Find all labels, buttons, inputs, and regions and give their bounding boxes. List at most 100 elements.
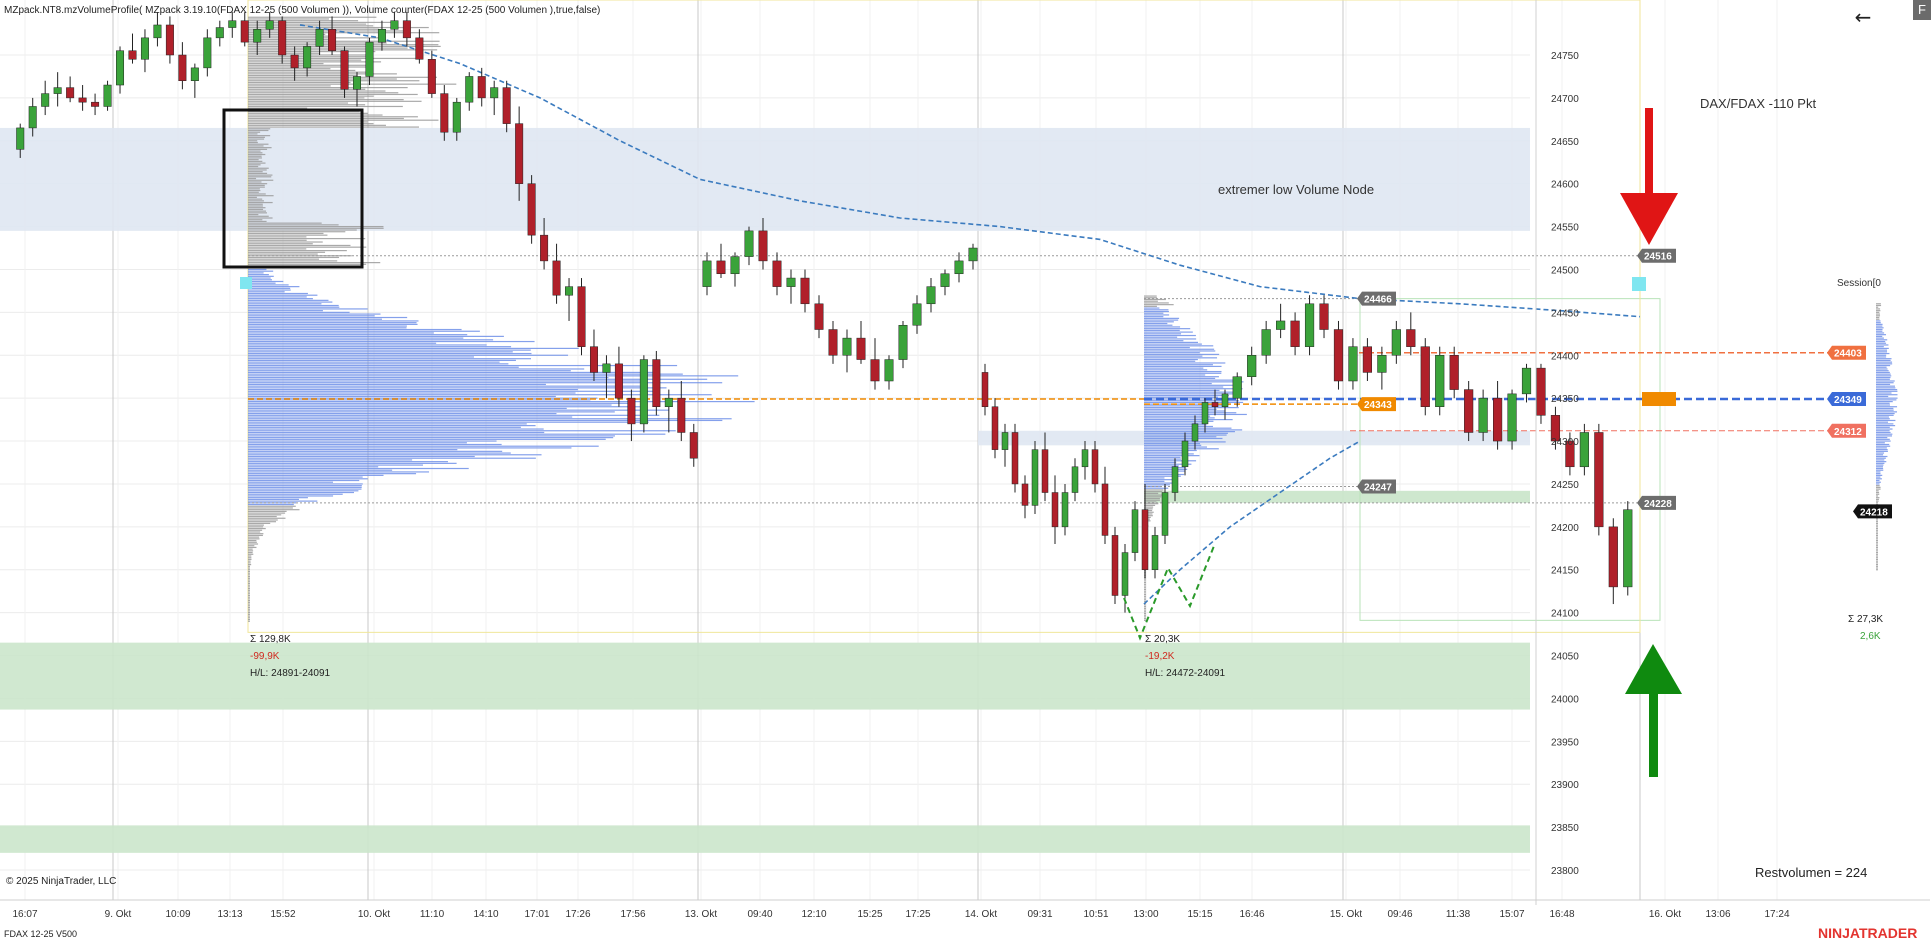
candle-body [1304,303,1315,347]
zone-note: extremer low Volume Node [1218,182,1374,197]
profile-row [248,347,579,349]
profile-row [1144,497,1160,500]
profile-row [248,294,318,296]
profile-row [1144,456,1181,458]
profile-row [248,186,265,188]
profile-row [248,574,250,576]
instrument-label: FDAX 12-25 V500 [4,929,77,939]
profile-row [248,449,458,451]
candle-body [1091,449,1099,485]
y-tick-label: 24350 [1551,394,1579,405]
candle-body [926,286,936,305]
profile-row [1876,495,1879,497]
profile-row [248,165,259,168]
profile-row [1144,370,1222,373]
profile-row [248,99,404,101]
profile-row [1144,415,1211,417]
profile-row [1876,400,1893,403]
profile-row [248,395,556,398]
profile-row [248,100,422,102]
profile-row [248,601,250,603]
profile-row [1144,461,1177,464]
candle-body [78,97,87,103]
dax-note: DAX/FDAX -110 Pkt [1700,96,1816,111]
profile-row [248,354,569,356]
y-tick-label: 24600 [1551,180,1579,191]
profile-row [1876,485,1880,487]
profile-row [248,251,326,253]
profile-row [248,117,404,120]
profile-row [248,274,269,276]
profile-row [1876,354,1887,356]
arrow-left-icon[interactable]: ← [1854,5,1872,29]
profile-row [1144,382,1212,385]
profile-row [248,150,261,152]
profile-row [248,147,272,149]
profile-row [248,618,250,621]
x-tick-label: 13:06 [1705,909,1730,920]
candle-body [677,397,686,433]
price-tag-label: 24228 [1644,499,1672,510]
profile-row [1876,411,1898,413]
profile-row [248,596,250,598]
profile-row [1144,334,1196,337]
candle-body [315,29,324,47]
profile-row [1144,606,1146,608]
profile-row [1144,492,1159,494]
profile-row [248,515,277,518]
profile-row [248,279,272,281]
profile-row [1876,437,1888,439]
corner-button[interactable]: F [1913,0,1931,20]
profile-row [1144,578,1146,580]
profile-row [1876,478,1882,480]
profile-row [1876,328,1883,331]
profile-row [248,382,723,384]
profile-row [248,157,262,159]
profile-row [248,337,464,339]
session-box [1359,298,1661,621]
price-tag [1637,495,1676,510]
profile-row [248,143,269,145]
candle-body [1211,402,1219,407]
profile-row [1144,357,1218,359]
profile-row [248,126,419,128]
profile-row [1144,607,1146,609]
zones [0,0,1661,853]
profile-row [248,325,407,327]
profile-row [248,495,334,497]
profile-row [1144,594,1146,596]
profile-row [1144,619,1146,621]
x-tick-label: 15. Okt [1330,909,1362,920]
profile-row [248,21,394,23]
profile-row [1876,497,1880,499]
profile-row [1876,474,1883,476]
x-tick-label: 15:15 [1187,909,1212,920]
candle-body [1011,432,1019,485]
profile-row [1876,551,1878,554]
profile-row [248,145,264,147]
profile-row [1876,443,1890,446]
profile-row [248,57,419,60]
profile-row [1144,391,1240,393]
profile-row [1144,508,1153,510]
profile-row [248,167,269,169]
profile-row [248,263,367,265]
profile-row [1144,324,1173,326]
candle-body [1507,393,1517,442]
candle-body [328,29,337,51]
profile-row [248,73,397,75]
profile-row [248,50,376,53]
profile-row [1144,388,1243,390]
profile-row [1876,375,1892,377]
profile-row [1144,449,1197,452]
profile-row [1144,425,1213,428]
profile-row [1144,322,1168,325]
profile-row [248,517,286,519]
profile-row [248,524,264,526]
profile-row [1144,472,1177,474]
profile-row [248,68,331,70]
profile-row [1144,300,1158,302]
profile-row [248,466,379,468]
candle-body [884,359,894,382]
